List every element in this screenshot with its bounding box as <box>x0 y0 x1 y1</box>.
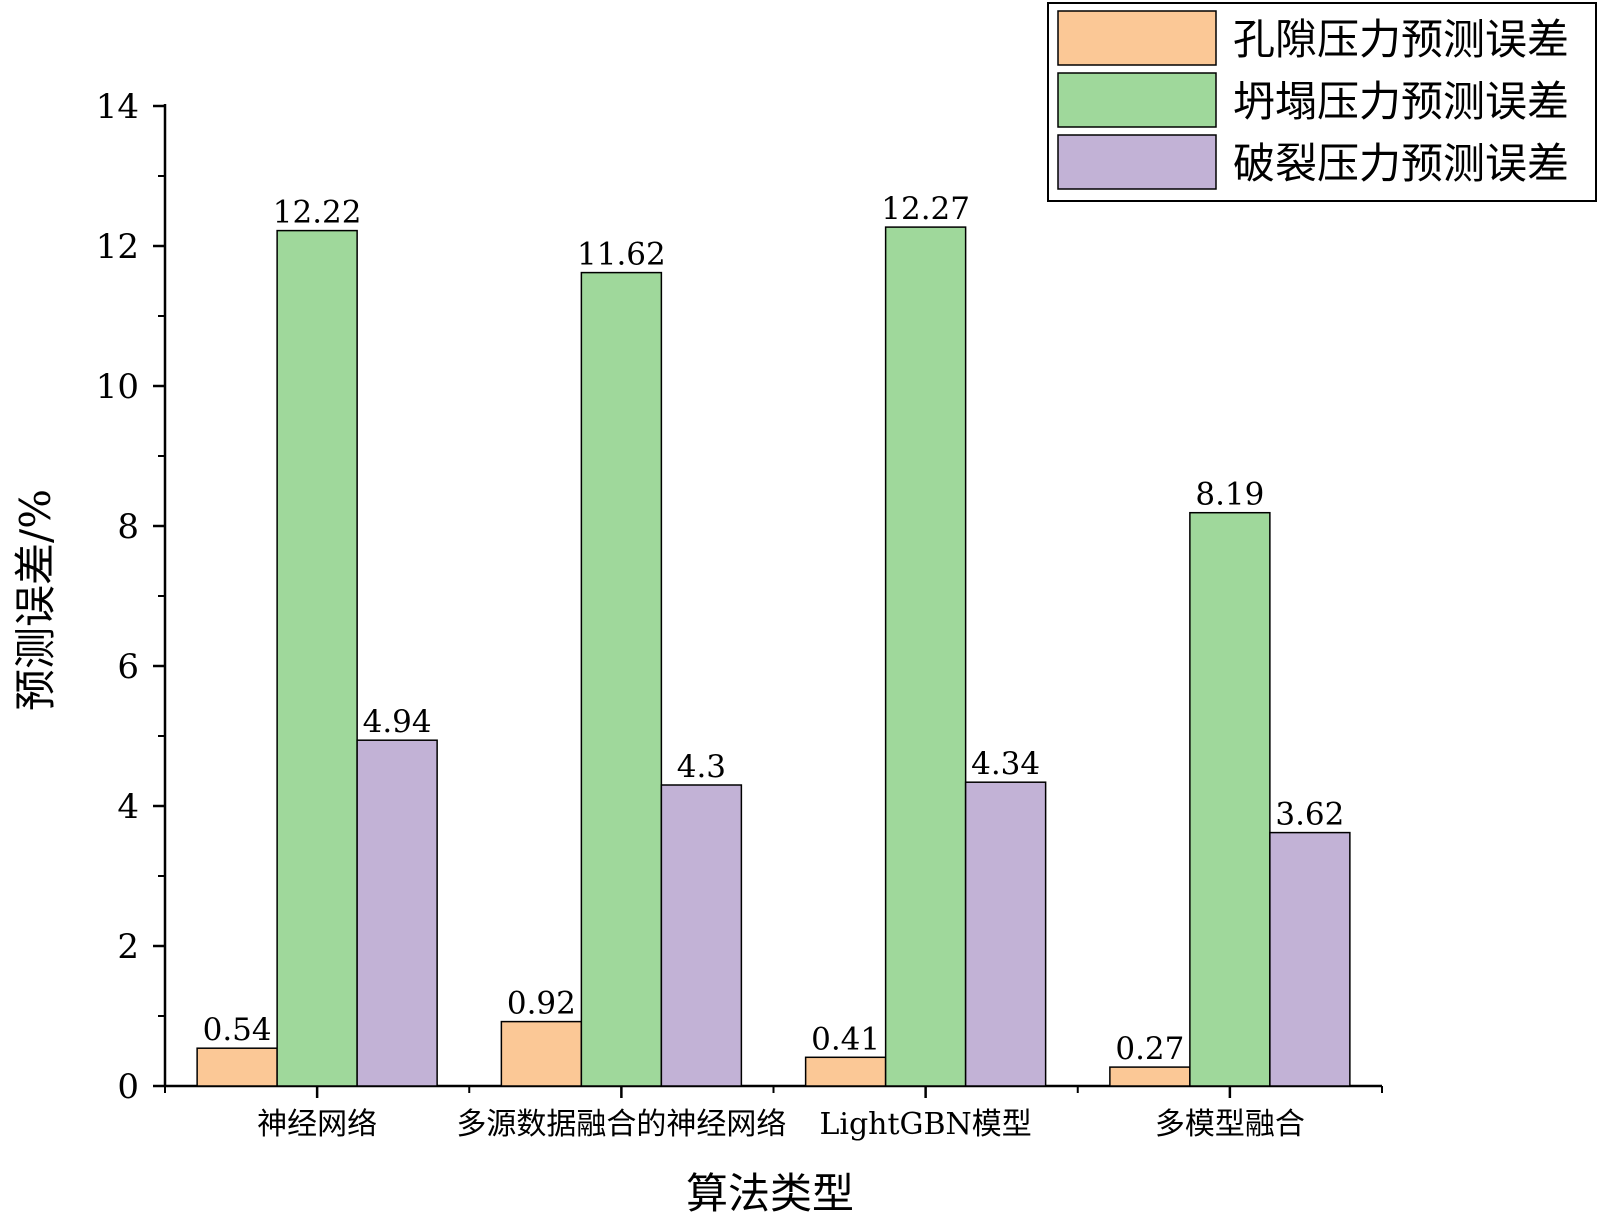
legend-swatch <box>1057 134 1217 190</box>
x-tick-label: 多源数据融合的神经网络 <box>456 1107 786 1142</box>
y-tick-label: 6 <box>117 647 139 687</box>
bar <box>1189 511 1271 1087</box>
data-label: 12.22 <box>273 195 362 231</box>
x-tick-label: LightGBN模型 <box>819 1107 1031 1142</box>
legend-label: 坍塌压力预测误差 <box>1233 77 1569 126</box>
data-label: 8.19 <box>1195 477 1264 513</box>
bar <box>580 271 663 1087</box>
x-tick-label: 多模型融合 <box>1155 1107 1305 1142</box>
x-tick-label: 神经网络 <box>257 1107 377 1142</box>
data-labels: 0.54 0.92 0.41 0.27 12.22 11.62 12.27 8.19 4.94 4… <box>203 191 1345 1067</box>
legend-swatch <box>1057 10 1217 66</box>
y-tick-label: 0 <box>117 1067 139 1107</box>
y-tick-label: 10 <box>96 367 139 407</box>
bar <box>276 229 358 1087</box>
data-label: 12.27 <box>881 191 970 227</box>
bar <box>196 1047 278 1087</box>
y-tick-label: 2 <box>117 927 139 967</box>
y-tick-label: 14 <box>96 87 139 127</box>
bar <box>660 784 743 1087</box>
bar <box>964 781 1047 1087</box>
bar <box>1109 1066 1191 1087</box>
legend-swatch <box>1057 72 1217 128</box>
y-tick-label: 12 <box>96 227 139 267</box>
data-label: 4.94 <box>363 704 432 740</box>
y-tick-label: 4 <box>117 787 139 827</box>
x-axis-title: 算法类型 <box>686 1169 854 1218</box>
y-axis-title: 预测误差/% <box>11 489 60 711</box>
bars <box>196 226 1351 1087</box>
data-label: 3.62 <box>1275 797 1344 833</box>
bar <box>1269 831 1351 1087</box>
data-label: 0.27 <box>1115 1031 1184 1067</box>
data-label: 11.62 <box>577 237 666 273</box>
data-label: 0.41 <box>811 1021 880 1057</box>
data-label: 4.34 <box>971 746 1040 782</box>
bar <box>804 1056 887 1087</box>
bar <box>884 226 967 1087</box>
data-label: 4.3 <box>677 749 726 785</box>
legend-label: 孔隙压力预测误差 <box>1233 15 1569 64</box>
y-tick-label: 8 <box>117 507 139 547</box>
data-label: 0.54 <box>203 1012 272 1048</box>
bar <box>500 1020 583 1087</box>
bar <box>356 739 438 1087</box>
data-label: 0.92 <box>507 986 576 1022</box>
legend-label: 破裂压力预测误差 <box>1233 139 1569 188</box>
axes: 0 2 4 6 8 10 12 14 神经网络 多源数据融合的神经网络 LightGBN模型 多模型融… <box>96 87 1383 1142</box>
